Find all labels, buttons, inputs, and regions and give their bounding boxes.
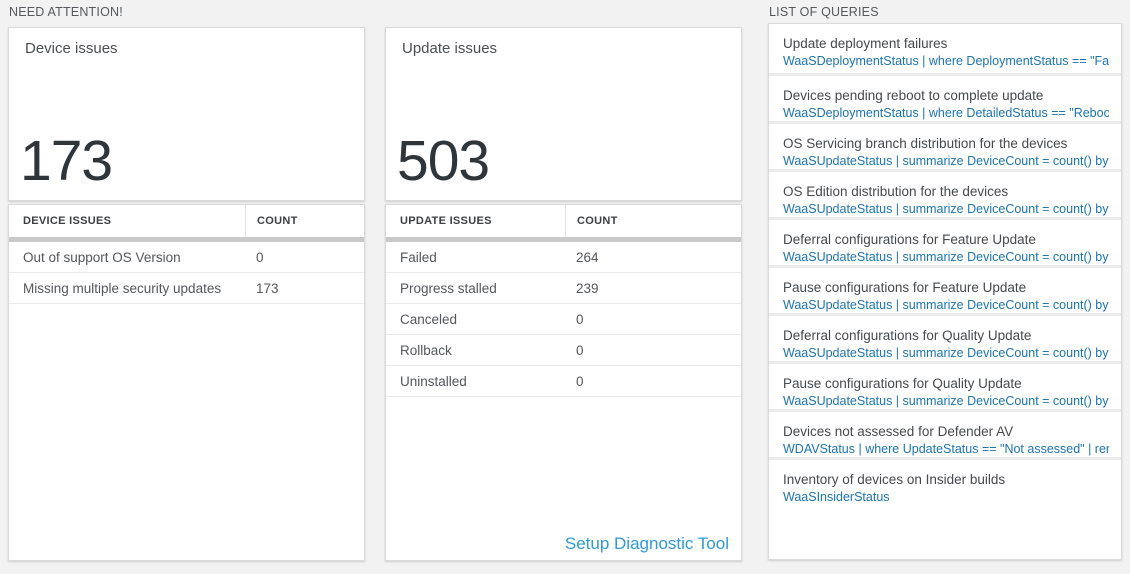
table-row[interactable]: Failed 264 xyxy=(386,242,741,273)
device-issue-count: 173 xyxy=(256,280,279,296)
device-table-header-issues: DEVICE ISSUES xyxy=(23,215,112,227)
query-item-query-text: WaaSUpdateStatus | summarize DeviceCount… xyxy=(783,394,1109,408)
queries-section-header: LIST OF QUERIES xyxy=(769,5,879,19)
query-item[interactable]: Devices not assessed for Defender AV WDA… xyxy=(769,412,1121,460)
query-item-title: Update deployment failures xyxy=(783,36,948,51)
update-issues-card[interactable]: Update issues 503 xyxy=(385,27,742,201)
query-item-query-text: WaaSUpdateStatus | summarize DeviceCount… xyxy=(783,298,1109,312)
query-item-title: Pause configurations for Quality Update xyxy=(783,376,1022,391)
update-issues-count: 503 xyxy=(397,129,490,193)
query-item[interactable]: Deferral configurations for Quality Upda… xyxy=(769,316,1121,364)
device-table-header-divider xyxy=(9,237,364,242)
table-row[interactable]: Rollback 0 xyxy=(386,335,741,366)
device-issue-label: Out of support OS Version xyxy=(23,249,181,265)
update-issue-label: Failed xyxy=(400,249,437,265)
query-item-query-text: WaaSUpdateStatus | summarize DeviceCount… xyxy=(783,346,1109,360)
update-issue-count: 239 xyxy=(576,280,599,296)
device-issue-label: Missing multiple security updates xyxy=(23,280,222,296)
device-issues-table: DEVICE ISSUES COUNT Out of support OS Ve… xyxy=(8,204,365,561)
device-issues-count: 173 xyxy=(20,129,113,193)
query-item-query-text: WaaSUpdateStatus | summarize DeviceCount… xyxy=(783,250,1109,264)
query-item[interactable]: OS Servicing branch distribution for the… xyxy=(769,124,1121,172)
query-item-query-text: WDAVStatus | where UpdateStatus == "Not … xyxy=(783,442,1109,456)
update-issue-count: 264 xyxy=(576,249,599,265)
query-item[interactable]: Inventory of devices on Insider builds W… xyxy=(769,460,1121,559)
query-item-title: Deferral configurations for Feature Upda… xyxy=(783,232,1036,247)
update-table-header-count: COUNT xyxy=(565,205,741,237)
query-item[interactable]: Pause configurations for Feature Update … xyxy=(769,268,1121,316)
query-item[interactable]: OS Edition distribution for the devices … xyxy=(769,172,1121,220)
query-item-query-text: WaaSUpdateStatus | summarize DeviceCount… xyxy=(783,202,1109,216)
query-item-title: Devices not assessed for Defender AV xyxy=(783,424,1014,439)
table-row[interactable]: Canceled 0 xyxy=(386,304,741,335)
query-item-query-text: WaaSDeploymentStatus | where DeploymentS… xyxy=(783,54,1109,68)
query-item-query-text: WaaSDeploymentStatus | where DetailedSta… xyxy=(783,106,1109,120)
query-item-title: Inventory of devices on Insider builds xyxy=(783,472,1006,487)
query-list-panel: Update deployment failures WaaSDeploymen… xyxy=(768,23,1122,560)
query-item-title: OS Edition distribution for the devices xyxy=(783,184,1009,199)
table-row[interactable]: Missing multiple security updates 173 xyxy=(9,273,364,304)
update-table-header: UPDATE ISSUES COUNT xyxy=(386,205,741,237)
query-item-title: OS Servicing branch distribution for the… xyxy=(783,136,1068,151)
update-issue-count: 0 xyxy=(576,373,584,389)
update-issue-label: Canceled xyxy=(400,311,458,327)
update-issues-card-title: Update issues xyxy=(402,40,498,57)
query-item-title: Pause configurations for Feature Update xyxy=(783,280,1027,295)
update-issue-label: Uninstalled xyxy=(400,373,467,389)
update-issue-label: Rollback xyxy=(400,342,452,358)
update-table-header-issues: UPDATE ISSUES xyxy=(400,215,492,227)
device-table-header: DEVICE ISSUES COUNT xyxy=(9,205,364,237)
device-issues-card[interactable]: Device issues 173 xyxy=(8,27,365,201)
device-table-header-count: COUNT xyxy=(245,205,364,237)
query-item-title: Devices pending reboot to complete updat… xyxy=(783,88,1044,103)
setup-diagnostic-tool-link[interactable]: Setup Diagnostic Tool xyxy=(564,534,729,553)
need-attention-section-header: NEED ATTENTION! xyxy=(9,5,123,19)
table-row[interactable]: Uninstalled 0 xyxy=(386,366,741,397)
update-issues-table: UPDATE ISSUES COUNT Failed 264 Progress … xyxy=(385,204,742,561)
query-item-query-text: WaaSUpdateStatus | summarize DeviceCount… xyxy=(783,154,1109,168)
update-issue-count: 0 xyxy=(576,342,584,358)
query-item[interactable]: Update deployment failures WaaSDeploymen… xyxy=(769,24,1121,76)
update-table-header-divider xyxy=(386,237,741,242)
query-item[interactable]: Pause configurations for Quality Update … xyxy=(769,364,1121,412)
query-item-title: Deferral configurations for Quality Upda… xyxy=(783,328,1032,343)
update-issue-count: 0 xyxy=(576,311,584,327)
update-issue-label: Progress stalled xyxy=(400,280,497,296)
table-row[interactable]: Progress stalled 239 xyxy=(386,273,741,304)
device-issues-card-title: Device issues xyxy=(25,40,118,57)
query-item[interactable]: Devices pending reboot to complete updat… xyxy=(769,76,1121,124)
device-issue-count: 0 xyxy=(256,249,264,265)
query-item-query-text: WaaSInsiderStatus xyxy=(783,490,890,504)
table-row[interactable]: Out of support OS Version 0 xyxy=(9,242,364,273)
query-item[interactable]: Deferral configurations for Feature Upda… xyxy=(769,220,1121,268)
